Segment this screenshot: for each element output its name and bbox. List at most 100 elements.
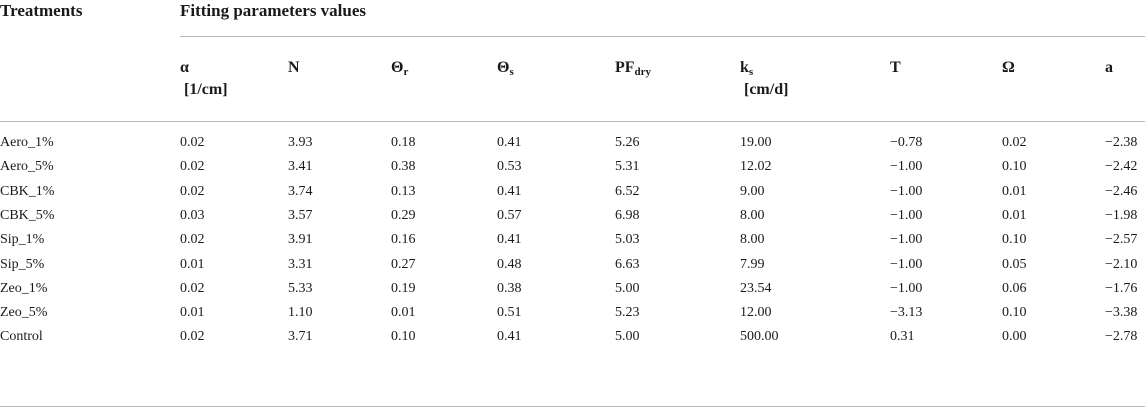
column-subscript: r: [403, 66, 409, 78]
column-header-theta-r: Θr: [391, 57, 408, 79]
value-cell-ks: 7.99: [740, 256, 765, 272]
column-header-pf-dry: PFdry: [615, 57, 651, 79]
value-cell-a: −1.98: [1105, 207, 1138, 223]
header-bottom-rule: [0, 121, 1145, 122]
value-cell-alpha: 0.01: [180, 305, 205, 321]
value-cell-theta-s: 0.41: [497, 135, 522, 150]
column-symbol: α: [180, 59, 189, 76]
group-header-rule: [180, 36, 1145, 37]
column-unit: [1/cm]: [184, 81, 228, 98]
value-cell-a: −2.42: [1105, 159, 1138, 175]
treatment-cell: Zeo_5%: [0, 305, 48, 321]
value-cell-alpha: 0.02: [180, 280, 205, 296]
column-subscript: dry: [634, 66, 652, 78]
table-row: Sip_1% 0.02 3.91 0.16 0.41 5.03 8.00 −1.00 0.10 −…: [0, 232, 1145, 256]
value-cell-omega: 0.10: [1002, 232, 1027, 248]
value-cell-alpha: 0.02: [180, 329, 205, 345]
value-cell-a: −2.38: [1105, 135, 1138, 150]
value-cell-pf-dry: 6.52: [615, 183, 640, 199]
value-cell-n: 3.31: [288, 256, 313, 272]
value-cell-alpha: 0.02: [180, 135, 205, 150]
value-cell-pf-dry: 6.98: [615, 207, 640, 223]
column-subscript: s: [748, 66, 754, 78]
value-cell-theta-r: 0.38: [391, 159, 416, 175]
value-cell-omega: 0.06: [1002, 280, 1027, 296]
value-cell-ks: 9.00: [740, 183, 765, 199]
value-cell-omega: 0.01: [1002, 183, 1027, 199]
table-row: Zeo_1% 0.02 5.33 0.19 0.38 5.00 23.54 −1.00 0.06…: [0, 281, 1145, 305]
value-cell-alpha: 0.01: [180, 256, 205, 272]
value-cell-theta-r: 0.19: [391, 280, 416, 296]
value-cell-n: 1.10: [288, 305, 313, 321]
value-cell-t: −1.00: [890, 256, 923, 272]
value-cell-theta-s: 0.41: [497, 329, 522, 345]
value-cell-a: −1.76: [1105, 280, 1138, 296]
value-cell-ks: 8.00: [740, 232, 765, 248]
value-cell-t: −0.78: [890, 135, 923, 150]
value-cell-omega: 0.10: [1002, 159, 1027, 175]
value-cell-pf-dry: 5.26: [615, 135, 640, 150]
table-row: Control 0.02 3.71 0.10 0.41 5.00 500.00 0.31 0.0…: [0, 329, 1145, 353]
column-header-theta-s: Θs: [497, 57, 514, 79]
value-cell-n: 3.74: [288, 183, 313, 199]
value-cell-pf-dry: 5.03: [615, 232, 640, 248]
value-cell-ks: 19.00: [740, 135, 772, 150]
value-cell-theta-s: 0.53: [497, 159, 522, 175]
table-row: Aero_5% 0.02 3.41 0.38 0.53 5.31 12.02 −1.00 0.1…: [0, 159, 1145, 183]
column-header-ks: ks [cm/d]: [740, 57, 788, 101]
value-cell-a: −2.46: [1105, 183, 1138, 199]
column-symbol: Θ: [497, 59, 510, 76]
treatment-cell: Zeo_1%: [0, 280, 48, 296]
value-cell-pf-dry: 5.23: [615, 305, 640, 321]
value-cell-ks: 12.02: [740, 159, 772, 175]
value-cell-t: −1.00: [890, 280, 923, 296]
value-cell-a: −2.78: [1105, 329, 1138, 345]
treatment-cell: Aero_1%: [0, 135, 54, 150]
value-cell-omega: 0.02: [1002, 135, 1027, 150]
value-cell-theta-s: 0.51: [497, 305, 522, 321]
value-cell-ks: 500.00: [740, 329, 779, 345]
table-row: Sip_5% 0.01 3.31 0.27 0.48 6.63 7.99 −1.00 0.05 −…: [0, 257, 1145, 281]
value-cell-alpha: 0.02: [180, 183, 205, 199]
treatment-cell: CBK_5%: [0, 207, 55, 223]
fitting-parameters-header: Fitting parameters values: [180, 1, 367, 20]
value-cell-ks: 23.54: [740, 280, 772, 296]
treatments-header: Treatments: [0, 1, 83, 20]
table-row: CBK_5% 0.03 3.57 0.29 0.57 6.98 8.00 −1.00 0.01 −…: [0, 208, 1145, 232]
value-cell-t: −3.13: [890, 305, 923, 321]
value-cell-t: −1.00: [890, 232, 923, 248]
column-symbol: a: [1105, 59, 1113, 76]
value-cell-n: 3.93: [288, 135, 313, 150]
table-row: CBK_1% 0.02 3.74 0.13 0.41 6.52 9.00 −1.00 0.01 −…: [0, 184, 1145, 208]
value-cell-theta-s: 0.41: [497, 232, 522, 248]
column-symbol: N: [288, 59, 300, 76]
value-cell-a: −2.57: [1105, 232, 1138, 248]
table-row: Aero_1% 0.02 3.93 0.18 0.41 5.26 19.00 −0.78 0.0…: [0, 135, 1145, 159]
value-cell-theta-r: 0.13: [391, 183, 416, 199]
value-cell-t: −1.00: [890, 207, 923, 223]
value-cell-pf-dry: 5.31: [615, 159, 640, 175]
value-cell-alpha: 0.02: [180, 232, 205, 248]
column-subscript: s: [509, 66, 514, 78]
value-cell-a: −3.38: [1105, 305, 1138, 321]
column-symbol: Θ: [391, 59, 404, 76]
value-cell-theta-s: 0.38: [497, 280, 522, 296]
column-header-n: N: [288, 57, 300, 79]
value-cell-n: 5.33: [288, 280, 313, 296]
value-cell-a: −2.10: [1105, 256, 1138, 272]
column-header-alpha: α [1/cm]: [180, 57, 228, 101]
value-cell-omega: 0.01: [1002, 207, 1027, 223]
value-cell-omega: 0.00: [1002, 329, 1027, 345]
value-cell-pf-dry: 5.00: [615, 329, 640, 345]
treatment-cell: Aero_5%: [0, 159, 54, 175]
value-cell-theta-r: 0.16: [391, 232, 416, 248]
value-cell-omega: 0.10: [1002, 305, 1027, 321]
treatment-cell: CBK_1%: [0, 183, 55, 199]
value-cell-t: −1.00: [890, 159, 923, 175]
value-cell-alpha: 0.03: [180, 207, 205, 223]
column-unit: [cm/d]: [744, 81, 789, 98]
column-symbol: k: [740, 59, 749, 76]
value-cell-theta-s: 0.48: [497, 256, 522, 272]
value-cell-theta-r: 0.01: [391, 305, 416, 321]
value-cell-ks: 8.00: [740, 207, 765, 223]
